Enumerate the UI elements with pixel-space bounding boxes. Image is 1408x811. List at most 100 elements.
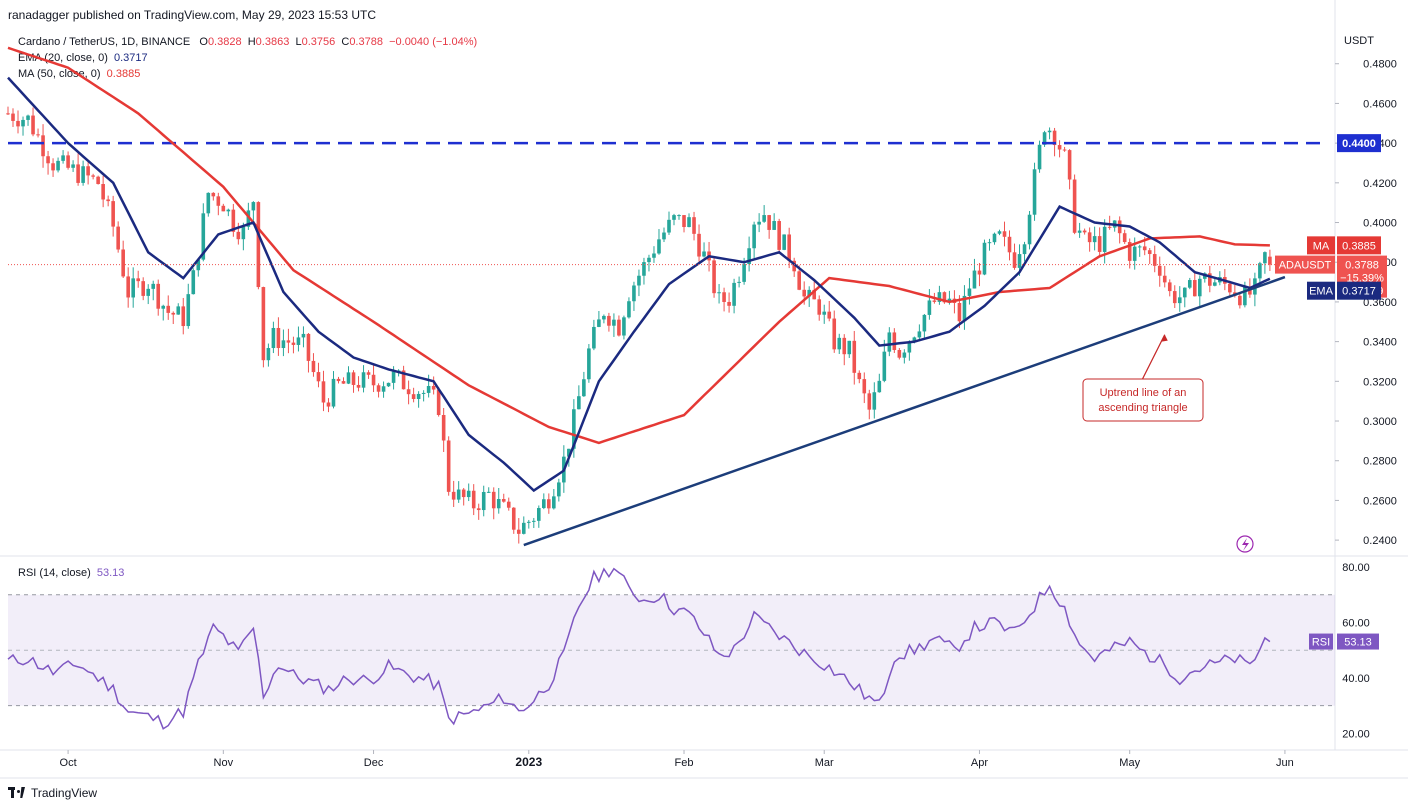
- candle-body: [91, 175, 95, 177]
- symbol-legend: Cardano / TetherUS, 1D, BINANCE O0.3828 …: [18, 36, 478, 48]
- candle-body: [1167, 282, 1172, 292]
- time-tick-label: Oct: [60, 757, 77, 769]
- candle-body: [1077, 230, 1082, 233]
- candle-body: [897, 349, 902, 358]
- resistance-value-bg: [1337, 134, 1381, 153]
- candle-body: [486, 491, 491, 493]
- candle-body: [1147, 250, 1152, 255]
- candle-body: [1042, 132, 1047, 145]
- candle-body: [161, 305, 166, 309]
- candle-body: [1208, 273, 1212, 286]
- candle-body: [1142, 246, 1147, 251]
- candle-body: [506, 501, 511, 508]
- candle-body: [602, 315, 606, 320]
- ma-legend: MA (50, close, 0) 0.3885: [18, 68, 141, 80]
- candle-body: [992, 233, 997, 243]
- candle-body: [51, 163, 55, 171]
- candle-body: [767, 215, 771, 230]
- candle-body: [632, 285, 636, 302]
- last-price-text: 0.3788: [1345, 260, 1379, 272]
- candle-body: [807, 289, 812, 297]
- candle-body: [1182, 287, 1187, 298]
- ema-tag-bg: [1307, 281, 1335, 300]
- candle-body: [1097, 236, 1102, 252]
- rsi-value-text: 53.13: [1344, 637, 1372, 649]
- candle-body: [1082, 230, 1087, 233]
- candle-body: [1268, 256, 1272, 265]
- symbol-tag-label: ADAUSDT: [1279, 260, 1332, 272]
- candle-body: [1037, 144, 1042, 170]
- candle-body: [1177, 297, 1182, 304]
- candle-body: [491, 491, 496, 509]
- candle-body: [46, 156, 50, 164]
- footer-brand[interactable]: TradingView: [8, 786, 97, 800]
- candle-body: [1032, 169, 1037, 215]
- candle-body: [391, 371, 396, 383]
- candle-body: [1072, 179, 1077, 233]
- candle-body: [271, 327, 276, 349]
- candle-body: [461, 489, 466, 498]
- time-tick-label: Feb: [675, 757, 694, 769]
- candle-body: [206, 192, 211, 214]
- candle-body: [1007, 236, 1012, 253]
- candle-body: [516, 529, 521, 534]
- candle-body: [1263, 252, 1267, 264]
- brand-name: TradingView: [31, 786, 98, 800]
- ma-legend-value: 0.3885: [106, 68, 141, 80]
- candle-body: [582, 379, 586, 397]
- candle-body: [1107, 226, 1112, 228]
- candle-body: [521, 522, 526, 534]
- candle-body: [1057, 145, 1062, 150]
- candle-body: [872, 392, 877, 410]
- candle-body: [341, 381, 346, 384]
- candle-body: [286, 340, 291, 343]
- candle-body: [827, 311, 832, 319]
- candle-body: [692, 217, 696, 234]
- candle-body: [71, 164, 75, 168]
- candle-body: [1213, 282, 1217, 286]
- candle-body: [481, 491, 486, 511]
- open-value: 0.3828: [207, 36, 242, 48]
- candle-body: [862, 379, 867, 394]
- candle-body: [887, 332, 892, 352]
- rsi-tick-label: 60.00: [1342, 618, 1370, 630]
- candle-body: [547, 499, 551, 509]
- candle-body: [977, 270, 982, 275]
- price-tick-label: 0.3400: [1363, 337, 1397, 349]
- candle-body: [712, 260, 716, 294]
- candle-body: [511, 507, 516, 530]
- candle-body: [311, 360, 316, 373]
- candle-body: [181, 306, 186, 327]
- annotation-box: [1082, 378, 1204, 422]
- candle-body: [1062, 149, 1067, 151]
- rsi-legend: RSI (14, close) 53.13: [18, 567, 125, 579]
- annotation-arrow: [1141, 334, 1166, 381]
- candle-body: [141, 281, 146, 296]
- candle-body: [116, 226, 120, 250]
- ma-value-text: 0.3885: [1342, 240, 1376, 252]
- candle-body: [6, 113, 10, 115]
- ma-50-line: [7, 46, 1270, 445]
- ema-20-line: [7, 76, 1271, 493]
- tradingview-logo-icon: [8, 787, 26, 799]
- candle-body: [917, 331, 922, 338]
- candle-body: [937, 292, 942, 302]
- candle-body: [436, 389, 441, 416]
- candles: [6, 106, 1272, 544]
- change-value: −0.0040 (−1.04%): [389, 36, 478, 48]
- rsi-tick-label: 20.00: [1342, 728, 1370, 740]
- low-value: 0.3756: [301, 36, 336, 48]
- time-tick-label: Mar: [815, 757, 834, 769]
- candle-body: [366, 372, 371, 375]
- candle-body: [882, 351, 887, 381]
- candle-body: [336, 378, 341, 382]
- candle-body: [321, 381, 326, 403]
- candle-body: [301, 333, 306, 338]
- candle-body: [1102, 226, 1107, 252]
- candle-body: [727, 301, 731, 306]
- candle-body: [326, 402, 331, 407]
- candle-body: [1012, 252, 1017, 268]
- candle-body: [662, 232, 666, 240]
- candle-body: [456, 489, 461, 500]
